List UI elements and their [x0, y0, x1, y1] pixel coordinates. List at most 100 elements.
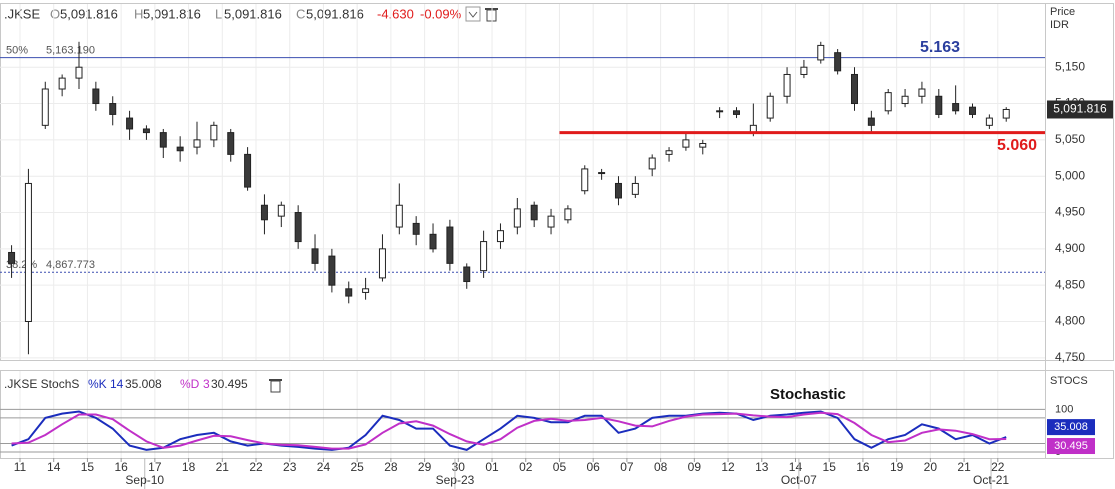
- value-tag-label: 35.008: [1054, 421, 1088, 433]
- candle: [294, 205, 302, 249]
- candle: [918, 81, 926, 104]
- legend-value: 35.008: [125, 377, 162, 391]
- x-tick-label: 21: [216, 460, 230, 474]
- candle-body: [244, 153, 252, 188]
- y-axis-label: STOCS: [1050, 375, 1088, 387]
- candle: [345, 281, 353, 304]
- y-tick-label: 5,050: [1055, 132, 1085, 146]
- candle: [834, 49, 842, 75]
- candle: [969, 103, 977, 119]
- candle-body: [260, 204, 268, 221]
- x-tick-label: 09: [688, 460, 702, 474]
- candle-body: [732, 110, 740, 115]
- x-tick-label: 17: [148, 460, 162, 474]
- delete-icon[interactable]: [485, 8, 498, 22]
- indicator-title: .JKSE StochS: [4, 377, 79, 391]
- candle-body: [75, 66, 83, 79]
- candle: [682, 132, 690, 151]
- x-tick-label: 19: [890, 460, 904, 474]
- candle: [884, 89, 892, 115]
- candle: [564, 205, 572, 224]
- candle-body: [985, 117, 993, 126]
- candle: [58, 74, 66, 97]
- x-tick-label: 22: [249, 460, 263, 474]
- x-tick-label: 07: [620, 460, 634, 474]
- dropdown-button[interactable]: [465, 6, 481, 22]
- candle-body: [547, 215, 555, 228]
- candle: [277, 201, 285, 228]
- candle-body: [834, 52, 842, 72]
- candle-body: [699, 142, 707, 148]
- x-tick-label: 02: [519, 460, 533, 474]
- candle: [159, 128, 167, 159]
- month-label: Oct-07: [781, 473, 817, 487]
- candle-body: [142, 128, 150, 134]
- ohlc-key: O: [50, 6, 60, 21]
- price-tag: [1047, 100, 1113, 119]
- candle-body: [867, 117, 875, 126]
- candle-body: [614, 182, 622, 199]
- candle: [210, 121, 218, 148]
- legend-name: %K: [88, 377, 107, 391]
- candle: [513, 197, 521, 235]
- ohlc-value: 5,091.816: [143, 6, 201, 21]
- candle: [1002, 107, 1010, 122]
- price-tag-label: 5,091.816: [1053, 102, 1107, 116]
- candle-body: [1002, 108, 1010, 119]
- x-tick-label: 16: [856, 460, 870, 474]
- ohlc-key: L: [215, 6, 222, 21]
- candle: [699, 139, 707, 155]
- legend-period: 3: [203, 377, 210, 391]
- candle-body: [918, 88, 926, 97]
- candle: [260, 194, 268, 235]
- candle-body: [598, 172, 606, 175]
- candle: [716, 107, 724, 119]
- candle: [480, 230, 488, 278]
- x-tick-label: 06: [587, 460, 601, 474]
- candle-body: [496, 230, 504, 243]
- candle-body: [850, 73, 858, 105]
- candle: [109, 96, 117, 126]
- y-axis-unit: IDR: [1050, 19, 1069, 31]
- candle-body: [463, 266, 471, 283]
- ohlc-key: H: [134, 6, 143, 21]
- candle-body: [817, 44, 825, 61]
- y-axis-label: Price: [1050, 6, 1075, 18]
- x-tick-label: 12: [721, 460, 735, 474]
- candle: [817, 41, 825, 64]
- candle-body: [193, 139, 201, 148]
- candle-body: [412, 222, 420, 235]
- candle-body: [159, 132, 167, 148]
- x-tick-label: 16: [114, 460, 128, 474]
- x-tick-label: 15: [81, 460, 95, 474]
- candle-body: [446, 226, 454, 264]
- candle-body: [631, 182, 639, 195]
- dropdown-icon: [468, 11, 478, 18]
- candle-body: [884, 92, 892, 112]
- candle: [783, 67, 791, 104]
- candle: [24, 168, 32, 355]
- y-tick-label: 100: [1055, 403, 1073, 415]
- candle-body: [513, 208, 521, 228]
- value-tag-label: 30.495: [1054, 440, 1088, 452]
- candle-body: [58, 77, 66, 90]
- candle: [193, 121, 201, 155]
- candle-body: [564, 208, 572, 221]
- x-tick-label: 29: [418, 460, 432, 474]
- candle: [985, 114, 993, 129]
- value-tag: [1047, 438, 1095, 455]
- stoch-line: [11, 410, 1007, 451]
- x-tick-label: 28: [384, 460, 398, 474]
- candle: [412, 216, 420, 246]
- candle-body: [345, 288, 353, 297]
- y-tick-label: 4,800: [1055, 314, 1085, 328]
- x-tick-label: 20: [924, 460, 938, 474]
- change-pct: -0.09%: [420, 6, 462, 21]
- candle-body: [800, 66, 808, 75]
- candle: [850, 67, 858, 111]
- x-tick-label: 25: [350, 460, 364, 474]
- delete-icon[interactable]: [269, 379, 282, 393]
- candle: [176, 136, 184, 162]
